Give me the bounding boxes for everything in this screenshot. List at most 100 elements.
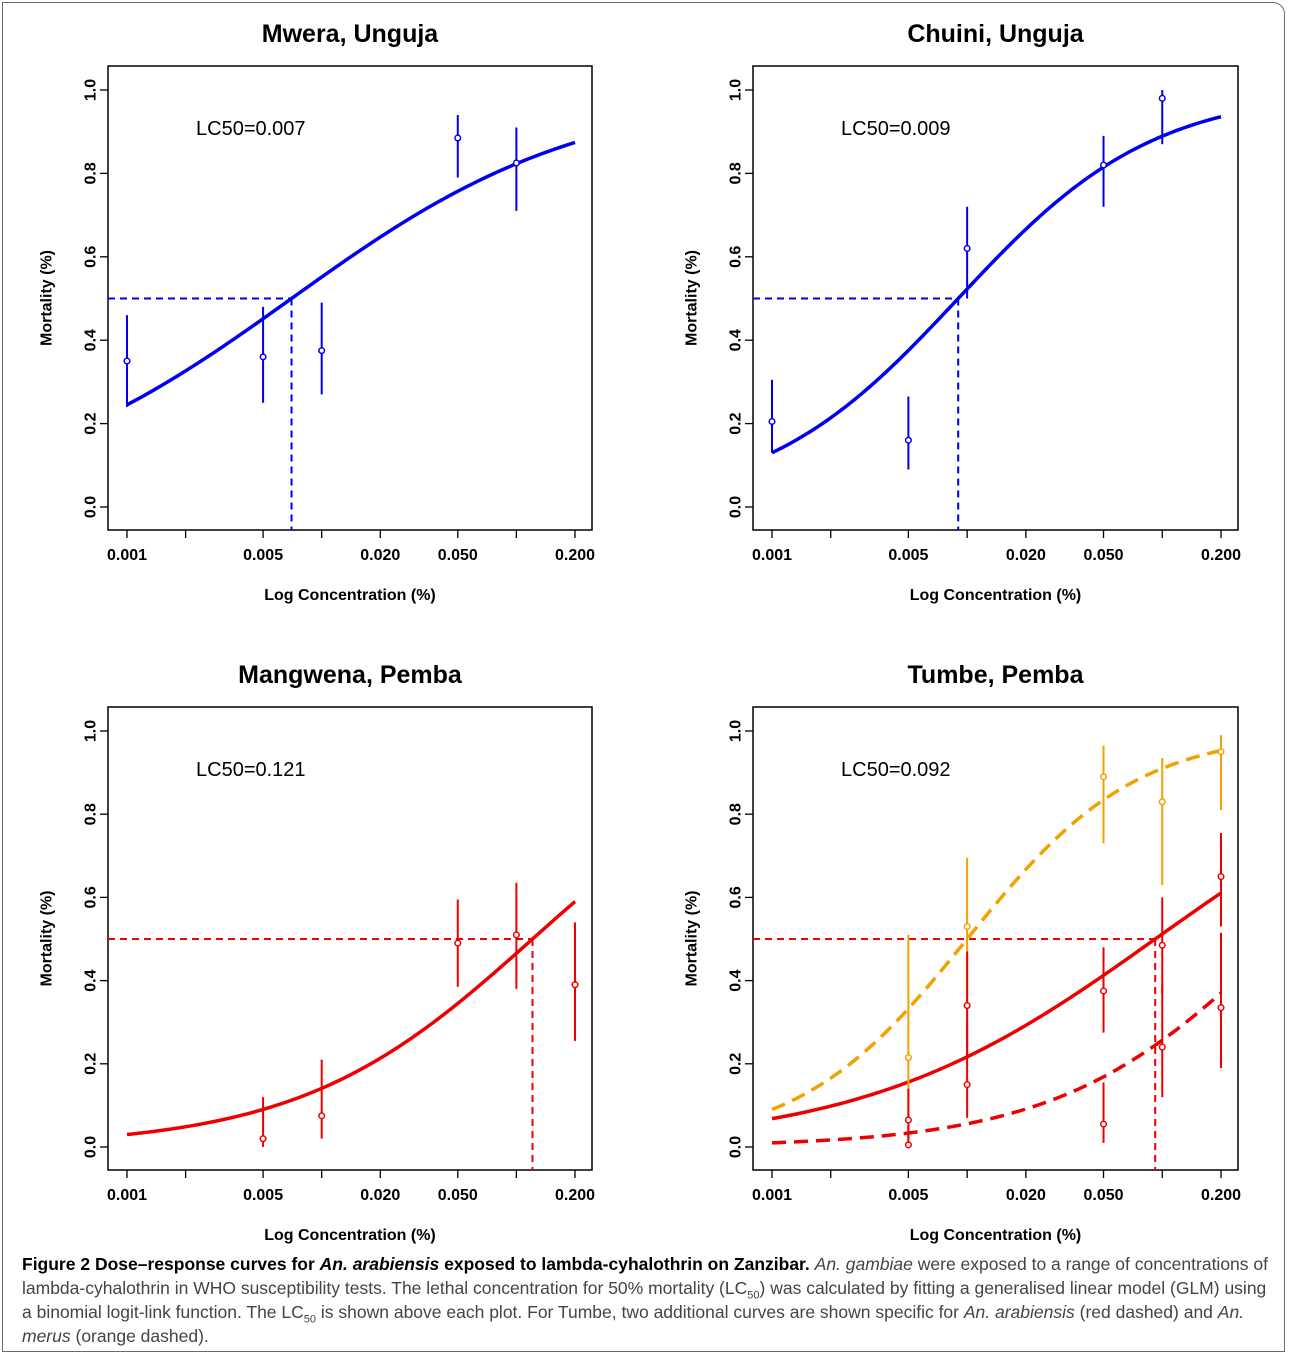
- y-tick-label: 1.0: [83, 720, 100, 742]
- data-point: [1217, 873, 1225, 881]
- y-tick-label: 0.8: [83, 162, 100, 184]
- data-point: [1158, 798, 1166, 806]
- chart-title: Tumbe, Pemba: [908, 661, 1085, 689]
- x-tick-label: 0.005: [243, 1187, 283, 1204]
- x-tick-label: 0.020: [360, 1187, 400, 1204]
- y-tick-label: 1.0: [728, 79, 745, 101]
- data-point: [1158, 1043, 1166, 1051]
- data-point: [963, 1081, 971, 1089]
- chart-panel: Mangwena, Pemba 0.001 0.005 0.020 0.050 0.200…: [39, 661, 596, 1244]
- y-tick-label: 0.4: [728, 969, 745, 991]
- data-point: [1099, 987, 1108, 995]
- caption-species: An. gambiae: [814, 1254, 913, 1274]
- caption-text: is shown above each plot. For Tumbe, two…: [316, 1302, 964, 1322]
- x-tick-label: 0.050: [1083, 1187, 1123, 1204]
- y-tick-label: 1.0: [83, 79, 100, 101]
- lc50-annotation: LC50=0.092: [841, 759, 951, 781]
- x-tick-label: 0.020: [1006, 1187, 1046, 1204]
- data-point: [1217, 1004, 1225, 1012]
- y-tick-label: 0.2: [83, 412, 100, 434]
- x-tick-label: 0.005: [888, 547, 928, 564]
- y-tick-label: 0.8: [728, 162, 745, 184]
- data-point: [904, 1054, 912, 1062]
- x-axis-label: Log Concentration (%): [264, 1227, 436, 1244]
- x-tick-label: 0.001: [107, 547, 147, 564]
- y-tick-label: 0.0: [728, 496, 745, 518]
- caption-text: (red dashed) and: [1074, 1302, 1218, 1322]
- y-tick-label: 0.4: [728, 329, 745, 351]
- x-tick-label: 0.200: [555, 1187, 595, 1204]
- figure-caption: Figure 2 Dose–response curves for An. ar…: [22, 1252, 1272, 1348]
- caption-label: Figure 2: [22, 1254, 91, 1274]
- caption-title-species: An. arabiensis: [319, 1254, 440, 1274]
- data-point: [963, 922, 971, 931]
- chart-panel: Mwera, Unguja 0.001 0.005 0.020 0.050 0.200 0.…: [39, 20, 596, 604]
- x-tick-label: 0.001: [752, 1187, 792, 1204]
- x-tick-label: 0.200: [1201, 547, 1241, 564]
- y-axis-label: Mortality (%): [39, 891, 56, 987]
- y-tick-label: 0.6: [83, 886, 100, 908]
- x-axis-label: Log Concentration (%): [910, 1227, 1082, 1244]
- caption-text: ) was calculated by fitting a generalise…: [22, 1278, 1267, 1322]
- y-tick-label: 0.8: [83, 803, 100, 825]
- data-point: [259, 1135, 267, 1143]
- data-point: [318, 347, 326, 355]
- y-tick-label: 0.4: [83, 969, 100, 991]
- x-tick-label: 0.005: [888, 1187, 928, 1204]
- data-point: [318, 1112, 326, 1120]
- x-tick-label: 0.200: [1201, 1187, 1241, 1204]
- chart-title: Mangwena, Pemba: [238, 661, 463, 689]
- data-point: [454, 939, 462, 947]
- y-tick-label: 0.6: [83, 246, 100, 268]
- fitted-curve: [126, 140, 576, 407]
- y-tick-label: 0.2: [728, 1053, 745, 1075]
- caption-title-part: exposed to lambda-cyhalothrin on Zanziba…: [439, 1254, 810, 1274]
- lc50-annotation: LC50=0.009: [841, 118, 951, 140]
- caption-subscript: 50: [747, 1289, 760, 1302]
- x-tick-label: 0.050: [438, 547, 478, 564]
- caption-species: An. arabiensis: [963, 1302, 1075, 1322]
- data-point: [768, 417, 776, 426]
- data-point: [259, 353, 267, 361]
- y-tick-label: 0.0: [728, 1136, 745, 1158]
- x-tick-label: 0.001: [107, 1187, 147, 1204]
- data-point: [963, 244, 971, 253]
- data-point: [454, 134, 462, 142]
- x-tick-label: 0.020: [1006, 547, 1046, 564]
- chart-panel: Tumbe, Pemba 0.001 0.005 0.020 0.050 0.200 0.0…: [684, 661, 1242, 1244]
- figure-plots: Mwera, Unguja 0.001 0.005 0.020 0.050 0.200 0.…: [39, 20, 1242, 1244]
- x-tick-label: 0.050: [438, 1187, 478, 1204]
- data-point: [904, 1141, 912, 1149]
- x-tick-label: 0.001: [752, 547, 792, 564]
- y-tick-label: 0.6: [728, 246, 745, 268]
- x-axis-label: Log Concentration (%): [910, 587, 1082, 604]
- data-point: [512, 931, 520, 939]
- y-tick-label: 1.0: [728, 720, 745, 742]
- lc50-annotation: LC50=0.121: [196, 759, 306, 781]
- chart-title: Chuini, Unguja: [907, 20, 1084, 48]
- fitted-curve: [771, 891, 1222, 1121]
- y-tick-label: 0.0: [83, 1136, 100, 1158]
- y-tick-label: 0.6: [728, 886, 745, 908]
- x-axis-label: Log Concentration (%): [264, 587, 436, 604]
- x-tick-label: 0.200: [555, 547, 595, 564]
- data-point: [963, 1002, 971, 1010]
- x-tick-label: 0.020: [360, 547, 400, 564]
- data-point: [904, 1116, 912, 1124]
- chart-panel: Chuini, Unguja 0.001 0.005 0.020 0.050 0.200 0…: [684, 20, 1242, 604]
- y-tick-label: 0.0: [83, 496, 100, 518]
- data-point: [1099, 161, 1108, 169]
- data-point: [904, 436, 912, 444]
- fitted-curve-dashed: [771, 991, 1223, 1145]
- data-point: [512, 159, 520, 167]
- y-tick-label: 0.2: [728, 412, 745, 434]
- y-axis-label: Mortality (%): [684, 250, 701, 346]
- caption-species: An. merus: [22, 1302, 1245, 1346]
- data-point: [123, 357, 131, 365]
- chart-title: Mwera, Unguja: [262, 20, 440, 48]
- caption-title-part: Dose–response curves for: [94, 1254, 320, 1274]
- data-point: [571, 981, 579, 989]
- data-point: [1099, 1120, 1108, 1128]
- fitted-curve: [771, 114, 1222, 455]
